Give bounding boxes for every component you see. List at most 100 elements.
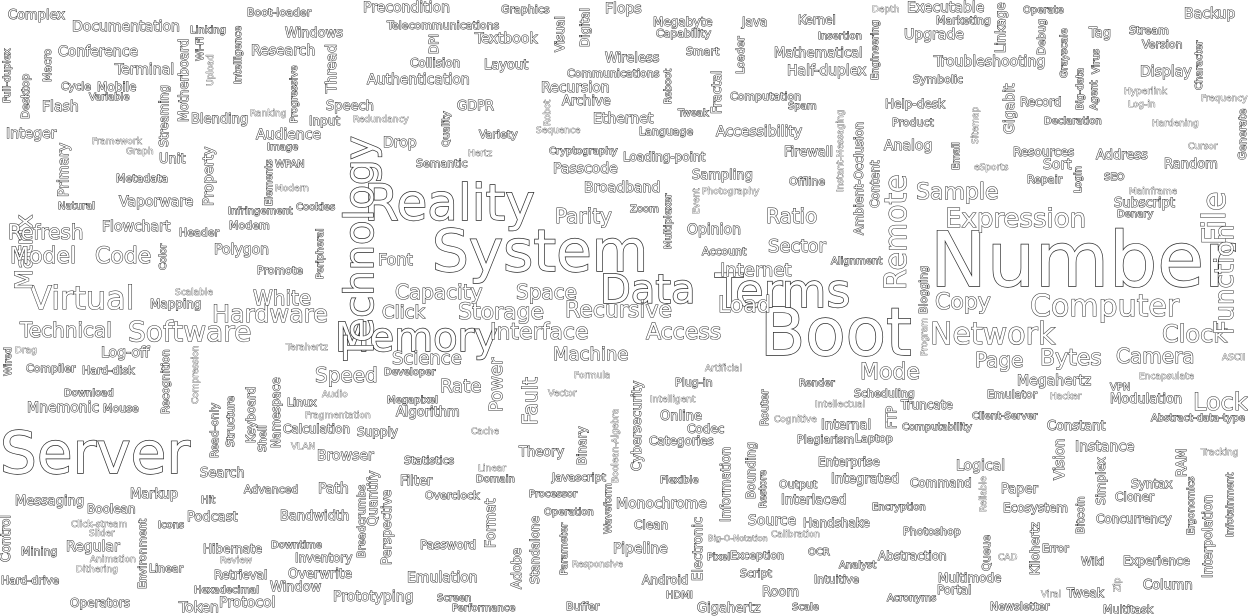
word-redundancy: Redundancy	[353, 115, 409, 125]
word-pipeline: Pipeline	[613, 541, 669, 557]
word-cycle: Cycle	[60, 80, 92, 93]
word-tracking: Tracking	[1201, 448, 1239, 458]
word-restore: Restore	[758, 470, 770, 509]
word-ftp: FTP	[885, 405, 901, 429]
word-parity: Parity	[555, 204, 613, 228]
word-internal: Internal	[820, 418, 872, 433]
word-emulation: Emulation	[407, 570, 479, 586]
word-white: White	[252, 286, 312, 310]
word-cookies: Cookies	[295, 202, 336, 213]
word-robot: Robot	[543, 99, 554, 127]
word-ethernet: Ethernet	[592, 111, 654, 127]
word-command: Command	[910, 476, 973, 490]
word-sort: Sort	[1043, 157, 1073, 173]
word-linking: Linking	[190, 25, 227, 36]
word-encryption: Encryption	[872, 502, 927, 513]
word-login: Login	[1073, 166, 1085, 194]
word-research: Research	[250, 43, 316, 59]
word-perspective: Perspective	[380, 489, 396, 565]
word-promote: Promote	[257, 264, 304, 277]
word-streaming: Streaming	[157, 85, 172, 148]
word-linear: Linear	[148, 562, 184, 575]
word-compiler: Compiler	[26, 362, 77, 375]
word-tag: Tag	[1088, 26, 1112, 41]
word-system: System	[431, 217, 649, 285]
word-speech: Speech	[326, 99, 375, 114]
word-cursor: Cursor	[1188, 142, 1218, 152]
word-domain: Domain	[476, 474, 516, 485]
word-engineering: Engineering	[870, 20, 882, 81]
word-alignment: Alignment	[830, 256, 883, 267]
word-camera: Camera	[1116, 344, 1195, 368]
word-half-duplex: Half-duplex	[786, 63, 867, 79]
word-load: Load	[718, 293, 772, 318]
word-declaration: Declaration	[1044, 116, 1103, 127]
word-error: Error	[1042, 542, 1070, 555]
word-calibration: Calibration	[771, 530, 821, 540]
word-ranking: Ranking	[250, 109, 287, 119]
word-repair: Repair	[1026, 173, 1063, 186]
word-blending: Blending	[190, 112, 249, 127]
word-online: Online	[660, 409, 703, 424]
word-operate: Operate	[1023, 5, 1065, 16]
word-machine: Machine	[552, 344, 629, 365]
word-communications: Communications	[566, 67, 660, 80]
word-vlan: VLAN	[291, 442, 316, 452]
word-performance: Performance	[451, 603, 516, 614]
word-vision: Vision	[1052, 438, 1069, 481]
word-fragmentation: Fragmentation	[305, 411, 371, 421]
word-internet: Internet	[719, 260, 792, 281]
word-expression: Expression	[944, 204, 1087, 234]
word-java: Java	[741, 15, 768, 29]
word-click-stream: Click-stream	[71, 520, 128, 530]
word-ocr: OCR	[808, 547, 831, 558]
word-collision: Collision	[409, 56, 461, 70]
word-quantify: Quantify	[366, 470, 382, 526]
word-statistics: Statistics	[403, 454, 455, 467]
word-search: Search	[200, 466, 246, 481]
word-constant: Constant	[1046, 419, 1106, 434]
word-acronyms: Acronyms	[886, 593, 937, 604]
word-review: Review	[220, 556, 253, 566]
word-memory: Memory	[334, 315, 498, 361]
word-marketing: Marketing	[936, 14, 992, 27]
word-mouse: Mouse	[103, 402, 140, 415]
word-bounding: Bounding	[744, 442, 759, 500]
word-image: Image	[266, 142, 299, 153]
word-boolean: Boolean	[87, 502, 137, 516]
word-spam: Spam	[788, 101, 818, 112]
word-subscript: Subscript	[1114, 196, 1176, 211]
word-science: Science	[392, 348, 463, 369]
word-queue: Queue	[980, 534, 994, 571]
word-complex: Complex	[7, 8, 66, 23]
word-help-desk: Help-desk	[885, 97, 946, 111]
word-metadata: Metadata	[115, 172, 169, 185]
word-exception: Exception	[729, 549, 785, 562]
word-instant-messaging: Instant-Messaging	[836, 109, 847, 192]
word-encapsulate: Encapsulate	[1139, 372, 1195, 382]
word-regular: Regular	[66, 539, 121, 555]
word-display: Display	[1140, 64, 1193, 80]
word-interface: Interface	[490, 320, 589, 345]
word-read-only: Read-only	[208, 402, 222, 458]
word-drag: Drag	[15, 346, 37, 356]
word-interpolation: Interpolation	[1201, 494, 1217, 578]
word-color: Color	[158, 243, 170, 270]
word-abstraction: Abstraction	[878, 549, 948, 563]
word-address: Address	[1096, 148, 1149, 163]
word-ascii: ASCII	[1222, 353, 1246, 363]
word-password: Password	[419, 538, 477, 552]
word-progressive: Progressive	[289, 65, 301, 124]
word-vaporware: Vaporware	[118, 194, 194, 210]
word-ratio: Ratio	[765, 204, 818, 228]
word-intuitive: Intuitive	[813, 573, 860, 586]
word-hacker: Hacker	[1050, 392, 1082, 402]
word-algorithm: Algorithm	[396, 405, 461, 420]
word-script: Script	[740, 567, 773, 580]
word-visual: Visual	[553, 16, 568, 53]
word-router: Router	[758, 389, 772, 426]
word-megabyte: Megabyte	[653, 15, 714, 29]
word-authentication: Authentication	[367, 72, 471, 88]
word-calculation: Calculation	[283, 422, 351, 436]
